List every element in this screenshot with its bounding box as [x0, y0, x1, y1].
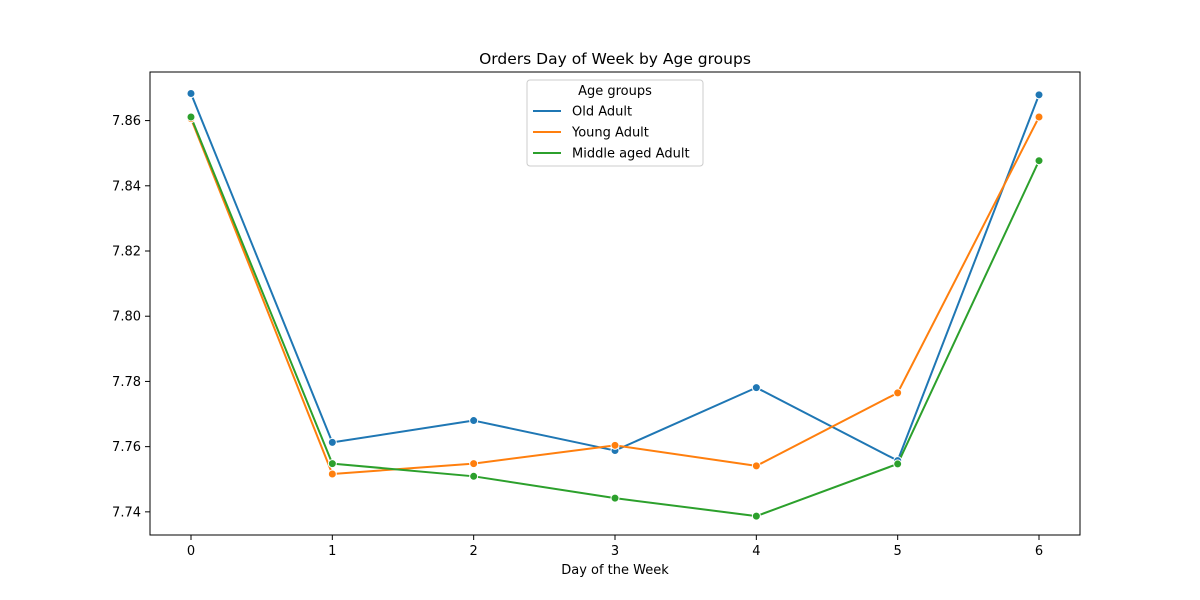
data-point-2-2 [469, 471, 479, 481]
y-tick-label: 7.76 [112, 440, 141, 455]
chart-title: Orders Day of Week by Age groups [479, 50, 751, 68]
plot-area: 0 1 2 3 4 5 6 7.74 7.76 7.78 7.80 7.82 7.84 7.86 [112, 71, 1081, 559]
legend: Age groups Old Adult Young Adult Middle age… [526, 79, 704, 167]
data-point-1-3 [610, 440, 620, 450]
data-point-1-1 [327, 469, 337, 479]
data-point-1-2 [469, 459, 479, 469]
legend-label-1: Young Adult [571, 126, 649, 141]
data-point-2-6 [1034, 156, 1044, 166]
y-tick-label: 7.86 [112, 114, 141, 129]
data-point-0-2 [469, 416, 479, 426]
data-point-1-4 [751, 461, 761, 471]
data-point-0-6 [1034, 90, 1044, 100]
x-tick-label: 6 [1035, 544, 1043, 559]
y-tick-label: 7.78 [112, 375, 141, 390]
legend-label-0: Old Adult [572, 105, 632, 120]
legend-box [526, 79, 704, 167]
data-point-2-1 [327, 459, 337, 469]
data-point-0-4 [751, 383, 761, 393]
y-tick-label: 7.84 [112, 179, 141, 194]
y-tick-label: 7.82 [112, 245, 141, 260]
y-tick-label: 7.80 [112, 310, 141, 325]
y-tick-label: 7.74 [112, 505, 141, 520]
x-tick-label: 2 [470, 544, 478, 559]
data-point-2-0 [186, 112, 196, 122]
data-point-0-1 [327, 437, 337, 447]
x-tick-label: 3 [611, 544, 619, 559]
x-tick-label: 1 [328, 544, 336, 559]
data-point-2-3 [610, 493, 620, 503]
data-point-0-0 [186, 89, 196, 99]
x-axis-title: Day of the Week [561, 563, 669, 578]
data-point-2-5 [893, 459, 903, 469]
legend-title: Age groups [578, 84, 652, 99]
legend-label-2: Middle aged Adult [572, 147, 690, 162]
x-tick-label: 5 [894, 544, 902, 559]
data-point-1-6 [1034, 112, 1044, 122]
data-point-2-4 [751, 511, 761, 521]
x-tick-label: 4 [752, 544, 760, 559]
x-tick-label: 0 [187, 544, 195, 559]
data-point-1-5 [893, 388, 903, 398]
